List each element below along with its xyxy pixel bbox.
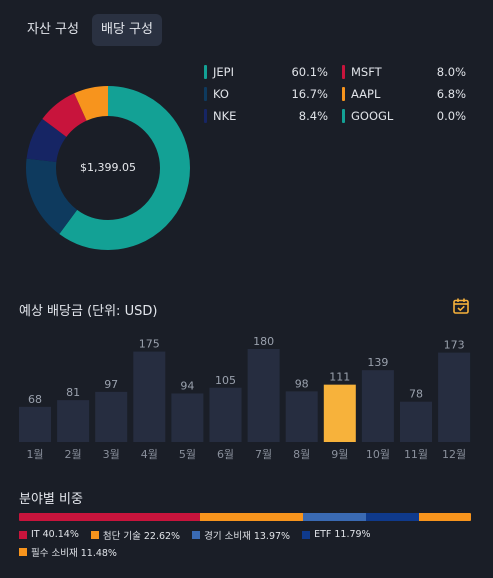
- month-label: 6월: [217, 448, 234, 461]
- bar-9[interactable]: [323, 384, 356, 442]
- legend-swatch: [204, 87, 207, 101]
- month-label: 2월: [65, 448, 82, 461]
- month-label: 10월: [366, 448, 390, 461]
- donut-slice-ko[interactable]: [26, 86, 190, 250]
- legend-swatch: [342, 65, 345, 79]
- holdings-legend: JEPI 60.1% MSFT 8.0% KO 16.7% AAPL 6.8% NKE 8.4% G…: [204, 64, 474, 124]
- bar-10[interactable]: [361, 370, 394, 442]
- sector-label: ETF 11.79%: [314, 529, 371, 540]
- legend-swatch: [204, 109, 207, 123]
- bar-6[interactable]: [209, 387, 242, 442]
- legend-name: AAPL: [351, 87, 381, 101]
- month-label: 3월: [103, 448, 120, 461]
- sector-title: 분야별 비중: [19, 492, 83, 507]
- legend-pct: 8.0%: [436, 65, 466, 79]
- tab-asset-composition[interactable]: 자산 구성: [27, 22, 79, 37]
- legend-name: MSFT: [351, 65, 382, 79]
- legend-name: GOOGL: [351, 109, 394, 123]
- sector-swatch: [302, 530, 311, 539]
- legend-item-jepi[interactable]: JEPI 60.1%: [204, 64, 328, 80]
- legend-item-aapl[interactable]: AAPL 6.8%: [342, 86, 466, 102]
- legend-pct: 8.4%: [298, 109, 328, 123]
- bar-1[interactable]: [19, 406, 51, 442]
- bar-4[interactable]: [133, 351, 166, 442]
- legend-name: JEPI: [213, 65, 234, 79]
- bar-value-label: 105: [215, 374, 236, 387]
- bar-7[interactable]: [247, 349, 280, 442]
- sector-stacked-bar: [19, 513, 471, 521]
- bar-11[interactable]: [400, 401, 432, 442]
- bar-value-label: 139: [367, 356, 388, 369]
- calendar-check-icon[interactable]: [452, 297, 470, 315]
- bar-value-label: 94: [180, 379, 194, 392]
- portfolio-tabs: 자산 구성 배당 구성: [18, 14, 162, 46]
- donut-svg: [26, 86, 190, 250]
- legend-item-msft[interactable]: MSFT 8.0%: [342, 64, 466, 80]
- bar-value-label: 175: [139, 338, 160, 351]
- bar-2[interactable]: [57, 400, 90, 442]
- bar-12[interactable]: [438, 352, 471, 442]
- sector-legend-item[interactable]: IT 40.14%: [19, 528, 79, 541]
- legend-pct: 60.1%: [291, 65, 328, 79]
- legend-pct: 0.0%: [436, 109, 466, 123]
- bar-5[interactable]: [171, 393, 204, 442]
- legend-pct: 16.7%: [291, 87, 328, 101]
- sector-legend-item[interactable]: 필수 소비재 11.48%: [19, 545, 117, 559]
- legend-item-ko[interactable]: KO 16.7%: [204, 86, 328, 102]
- sector-legend-item[interactable]: 첨단 기술 22.62%: [90, 528, 181, 542]
- month-label: 11월: [404, 448, 428, 461]
- month-label: 5월: [179, 448, 196, 461]
- legend-item-nke[interactable]: NKE 8.4%: [204, 108, 328, 124]
- month-label: 8월: [293, 448, 310, 461]
- sector-segment[interactable]: [419, 513, 471, 521]
- legend-item-googl[interactable]: GOOGL 0.0%: [342, 108, 466, 124]
- month-label: 1월: [26, 448, 43, 461]
- sector-swatch: [19, 547, 27, 556]
- month-label: 9월: [331, 448, 348, 461]
- sector-label: IT 40.14%: [31, 529, 79, 540]
- monthly-dividend-chart: 68 1월 81 2월 97 3월 175 4월 94 5월 105 6월 180 7월 98 8월 111 9월…: [19, 335, 471, 461]
- donut-slice-aapl[interactable]: [26, 86, 190, 250]
- sector-legend: IT 40.14% 첨단 기술 22.62% 경기 소비재 13.97% ETF 11…: [19, 528, 479, 559]
- sector-legend-item[interactable]: 경기 소비재 13.97%: [192, 528, 291, 542]
- month-label: 7월: [255, 448, 272, 461]
- bar-value-label: 98: [295, 377, 309, 390]
- bar-value-label: 180: [253, 335, 274, 348]
- legend-swatch: [342, 109, 345, 123]
- legend-name: KO: [213, 87, 229, 101]
- sector-segment[interactable]: [365, 513, 420, 521]
- legend-swatch: [342, 87, 345, 101]
- donut-total: $1,399.05: [80, 161, 136, 174]
- month-label: 12월: [442, 448, 466, 461]
- bar-value-label: 111: [329, 371, 350, 384]
- bar-value-label: 78: [409, 388, 423, 401]
- bar-value-label: 173: [444, 339, 465, 352]
- bar-3[interactable]: [95, 391, 128, 442]
- legend-pct: 6.8%: [436, 87, 466, 101]
- legend-swatch: [204, 65, 207, 79]
- sector-swatch: [192, 530, 201, 539]
- sector-label: 필수 소비재 11.48%: [31, 547, 117, 559]
- sector-segment[interactable]: [302, 513, 366, 521]
- sector-label: 첨단 기술 22.62%: [102, 530, 181, 542]
- month-label: 4월: [141, 448, 158, 461]
- bar-value-label: 81: [66, 386, 80, 399]
- bar-value-label: 97: [104, 378, 118, 391]
- sector-label: 경기 소비재 13.97%: [204, 530, 291, 542]
- dividend-title: 예상 배당금 (단위: USD): [19, 304, 158, 319]
- legend-name: NKE: [213, 109, 237, 123]
- sector-swatch: [90, 530, 99, 539]
- bar-value-label: 68: [28, 393, 42, 406]
- tab-dividend-composition[interactable]: 배당 구성: [91, 14, 162, 46]
- sector-legend-item[interactable]: ETF 11.79%: [302, 528, 371, 541]
- sector-swatch: [19, 530, 27, 539]
- bar-8[interactable]: [285, 391, 318, 442]
- sector-segment[interactable]: [19, 513, 201, 521]
- sector-segment[interactable]: [200, 513, 303, 521]
- donut-chart: $1,399.05: [26, 86, 190, 250]
